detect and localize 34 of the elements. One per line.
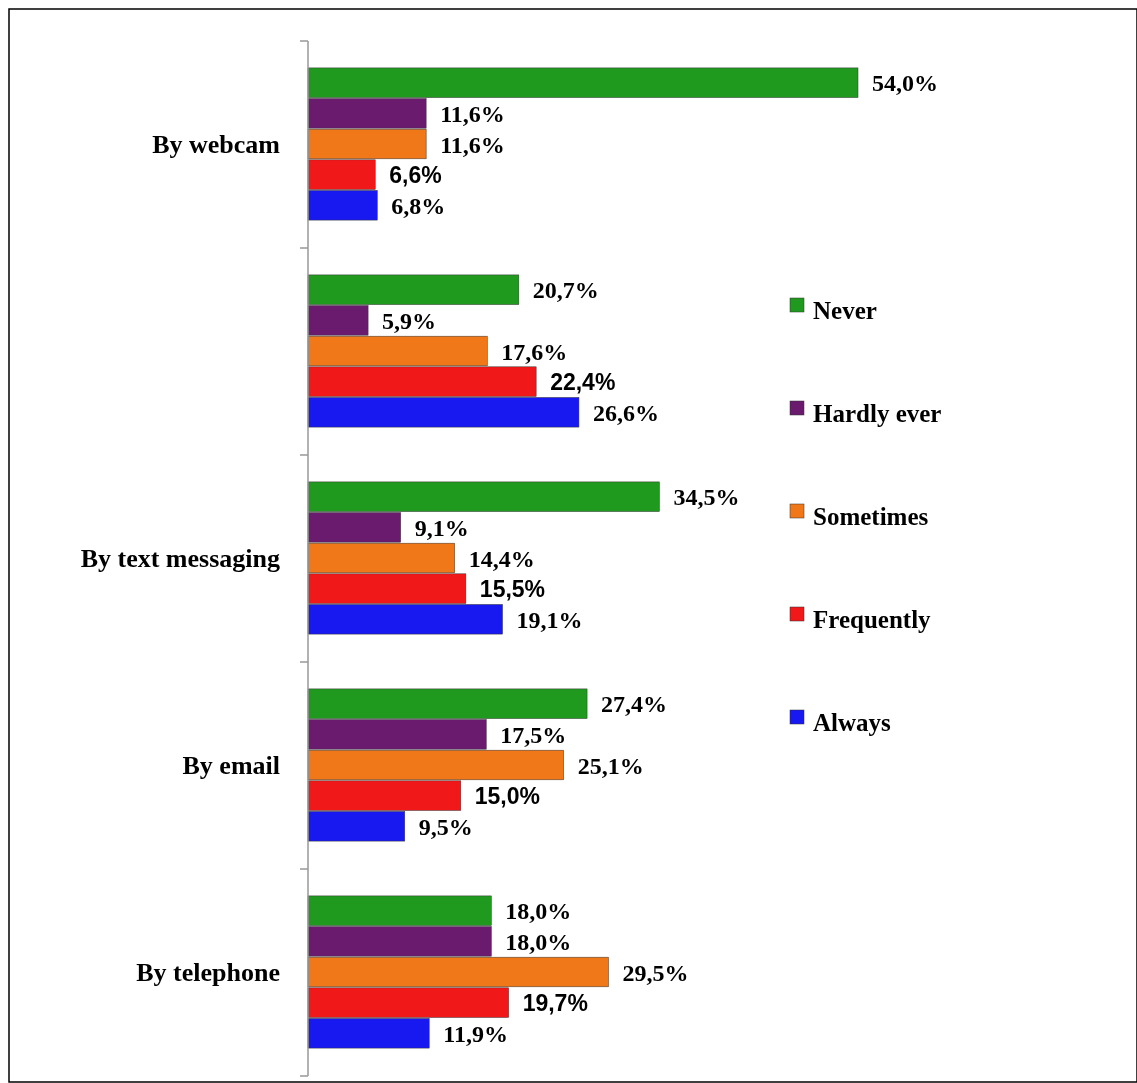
data-label: 27,4%	[601, 691, 668, 718]
legend-label: Sometimes	[813, 503, 929, 530]
data-label: 20,7%	[532, 277, 599, 304]
data-label: 15,5%	[479, 576, 546, 603]
data-label: 17,6%	[501, 338, 568, 365]
data-label: 11,6%	[440, 100, 505, 127]
legend-label: Always	[813, 709, 892, 736]
data-label: 19,7%	[522, 990, 588, 1017]
legend-label: Never	[813, 297, 877, 324]
data-label: 11,6%	[440, 131, 505, 158]
data-label: 5,9%	[382, 307, 437, 334]
data-label: 34,5%	[673, 484, 740, 511]
data-label: 15,0%	[474, 783, 540, 810]
data-label: 26,6%	[592, 399, 659, 426]
data-label: 54,0%	[872, 70, 938, 97]
y-tick-label: By webcam	[152, 129, 281, 159]
data-label: 29,5%	[622, 959, 689, 986]
data-label: 14,4%	[468, 545, 535, 572]
y-tick-label: By email	[182, 750, 280, 780]
data-label: 11,9%	[443, 1020, 508, 1047]
data-label: 6,6%	[389, 162, 442, 189]
data-label: 18,0%	[505, 928, 572, 955]
data-label: 19,1%	[516, 606, 583, 633]
y-tick-label: By text messaging	[80, 543, 280, 573]
data-label: 6,8%	[391, 192, 446, 219]
y-tick-label: By telephone	[136, 957, 280, 987]
data-label: 18,0%	[505, 898, 572, 925]
data-label: 22,4%	[550, 369, 616, 396]
legend-label: Frequently	[813, 606, 932, 633]
data-label: 9,1%	[414, 514, 469, 541]
data-label: 17,5%	[500, 721, 567, 748]
data-label: 25,1%	[577, 752, 644, 779]
data-label: 9,5%	[418, 813, 473, 840]
legend-label: Hardly ever	[813, 400, 942, 427]
